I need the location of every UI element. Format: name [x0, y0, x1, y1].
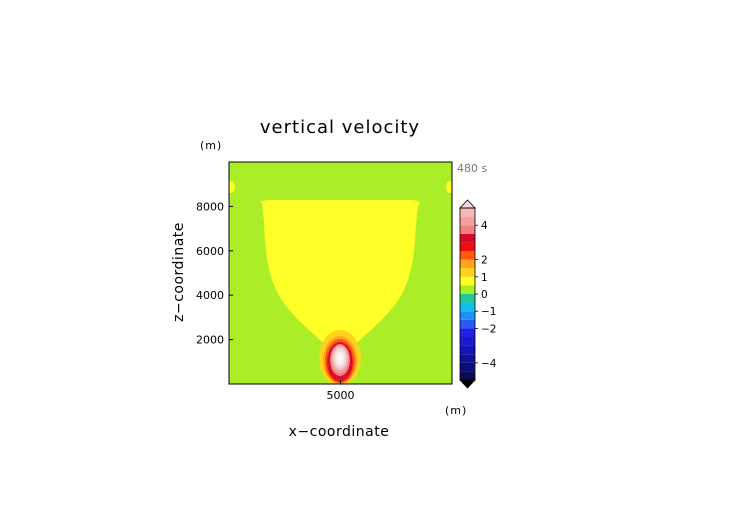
colorbar-segment	[460, 216, 475, 226]
colorbar-segment	[460, 311, 475, 320]
colorbar-segment	[460, 328, 475, 337]
time-label: 480 s	[457, 162, 487, 175]
y-tick-label: 2000	[196, 334, 224, 347]
colorbar-segment	[460, 208, 475, 217]
y-axis-label: z−coordinate	[171, 222, 187, 322]
colorbar-bottom-arrow	[459, 379, 476, 389]
colorbar-segment	[460, 242, 475, 251]
x-tick-label: 5000	[327, 389, 355, 402]
colorbar-segment	[460, 233, 475, 243]
colorbar: 4 2 1 0 −1 −2 −4	[459, 199, 497, 389]
colorbar-tick-label: 4	[481, 220, 488, 232]
colorbar-segment	[460, 276, 475, 286]
y-tick-label: 6000	[196, 245, 224, 258]
colorbar-tick-label: −1	[481, 306, 496, 318]
chart-title: vertical velocity	[260, 117, 420, 138]
colorbar-segment	[460, 268, 475, 277]
y-tick-label: 4000	[196, 289, 224, 302]
colorbar-segment	[460, 362, 475, 372]
y-axis-ticks: 2000 4000 6000 8000	[196, 200, 233, 347]
colorbar-segment	[460, 319, 475, 329]
colorbar-segment	[460, 337, 475, 346]
colorbar-segment	[460, 302, 475, 312]
colorbar-segment	[460, 259, 475, 269]
colorbar-segment	[460, 345, 475, 355]
y-unit-label: (m)	[200, 139, 222, 152]
colorbar-segment	[460, 251, 475, 260]
colorbar-tick-label: 0	[481, 289, 488, 301]
colorbar-top-arrow	[459, 199, 476, 209]
colorbar-segment	[460, 285, 475, 294]
x-axis-ticks: 5000	[327, 380, 355, 402]
colorbar-segment	[460, 354, 475, 363]
colorbar-tick-label: 1	[481, 272, 488, 284]
field-area	[229, 162, 452, 384]
colorbar-segment	[460, 294, 475, 303]
x-unit-label: (m)	[445, 404, 467, 417]
colorbar-tick-label: −2	[481, 323, 496, 335]
colorbar-segment	[460, 371, 475, 380]
colorbar-tick-label: 2	[481, 255, 488, 267]
y-tick-label: 8000	[196, 200, 224, 213]
x-axis-label: x−coordinate	[289, 424, 390, 440]
colorbar-tick-label: −4	[481, 358, 497, 370]
field-grid-overlay	[229, 162, 452, 384]
colorbar-segment	[460, 225, 475, 234]
